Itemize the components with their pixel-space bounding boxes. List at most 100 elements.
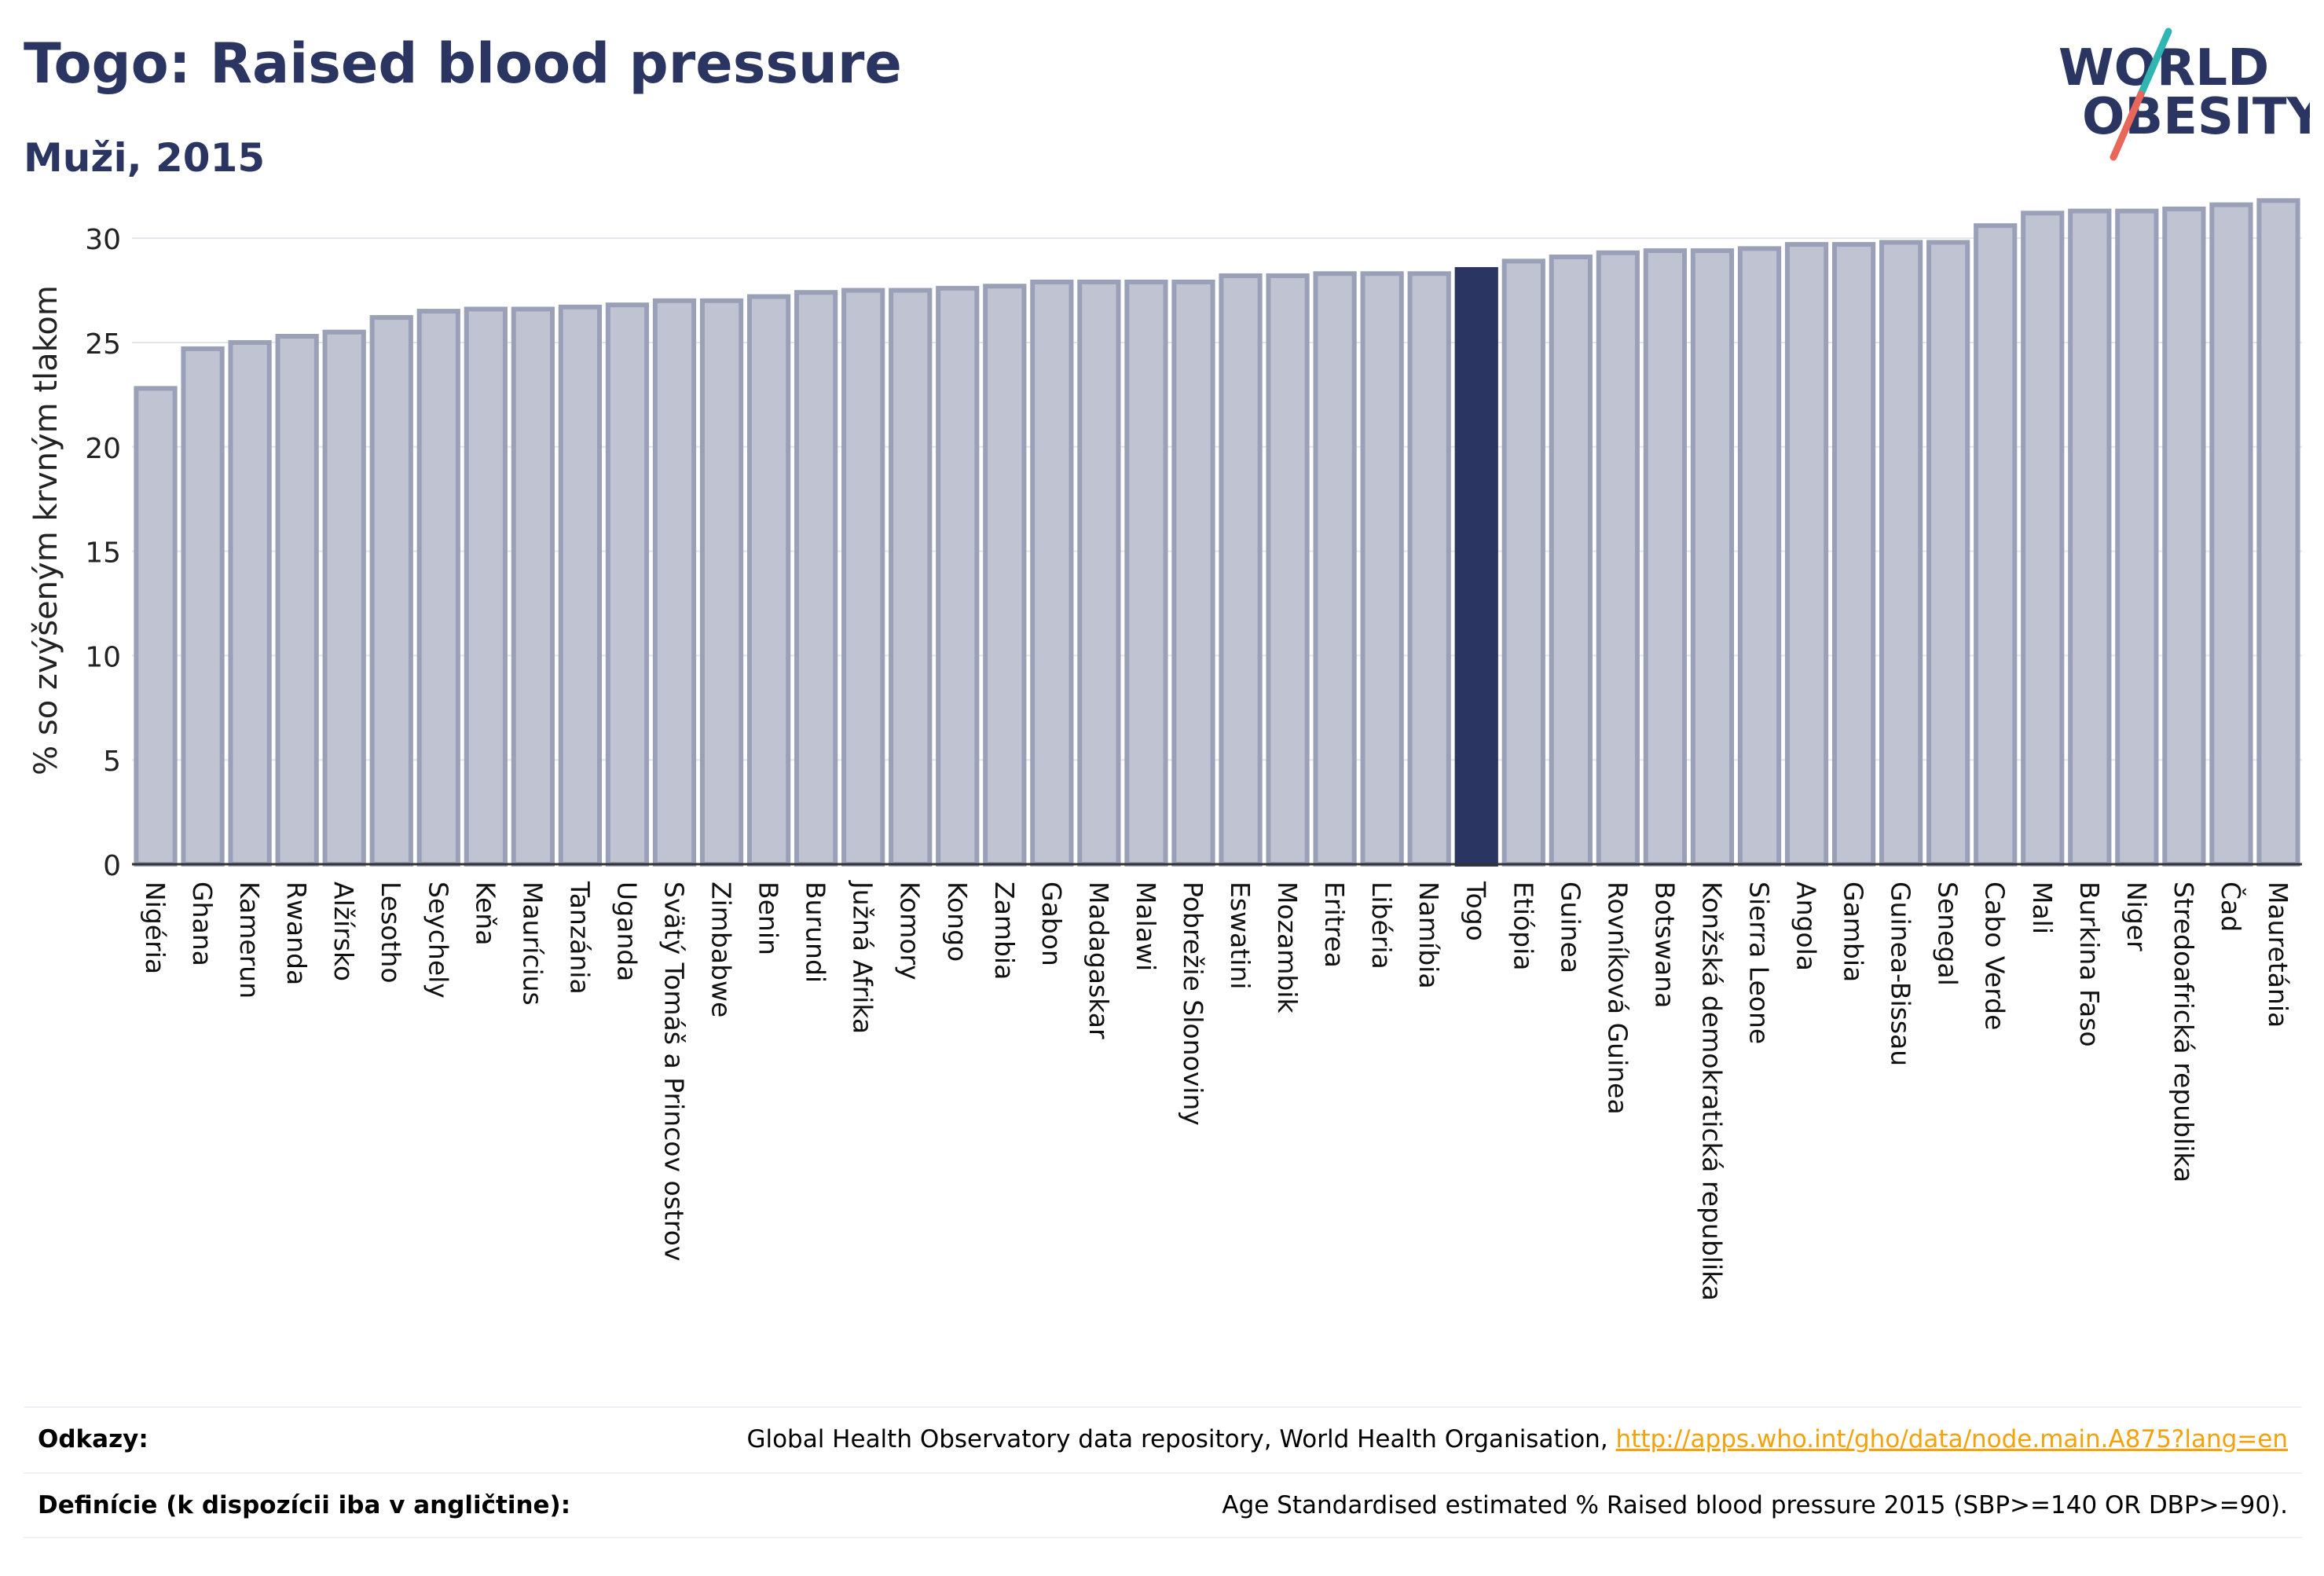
x-tick-label: Libéria bbox=[1366, 881, 1397, 969]
x-tick-label: Cabo Verde bbox=[1980, 881, 2011, 1030]
x-tick-label: Seychely bbox=[423, 881, 453, 999]
bar-highlight bbox=[1454, 266, 1498, 867]
bar bbox=[746, 294, 791, 867]
references-link[interactable]: http://apps.who.int/gho/data/node.main.A… bbox=[1615, 1425, 2288, 1453]
y-tick-label: 0 bbox=[103, 850, 121, 882]
y-tick-label: 25 bbox=[85, 328, 121, 361]
bar bbox=[1124, 279, 1168, 867]
x-tick-label: Komory bbox=[895, 881, 926, 980]
x-tick-label: Južná Afrika bbox=[848, 880, 878, 1034]
x-tick-label: Namíbia bbox=[1413, 881, 1444, 989]
bar bbox=[134, 386, 178, 867]
bar bbox=[652, 298, 697, 867]
y-axis-ticks: 0 5 10 15 20 25 30 bbox=[85, 224, 121, 882]
bar bbox=[181, 346, 225, 867]
bars bbox=[134, 198, 2300, 867]
x-tick-label: Botswana bbox=[1649, 881, 1680, 1008]
references-label: Odkazy: bbox=[38, 1425, 148, 1453]
bar-chart: 0 5 10 15 20 25 30 Nigéria Ghana Kamerun Rwanda Al… bbox=[28, 198, 2302, 1301]
x-tick-label: Eswatini bbox=[1225, 881, 1255, 989]
references-row: Odkazy: Global Health Observatory data r… bbox=[24, 1406, 2302, 1471]
x-tick-label: Mali bbox=[2027, 881, 2058, 934]
x-tick-label: Sierra Leone bbox=[1744, 881, 1775, 1044]
x-tick-label: Togo bbox=[1461, 881, 1491, 941]
bar bbox=[1171, 279, 1215, 867]
bar bbox=[2209, 202, 2253, 867]
bar bbox=[2115, 208, 2159, 867]
x-tick-label: Burundi bbox=[801, 881, 831, 983]
x-tick-label: Benin bbox=[753, 881, 784, 955]
y-tick-label: 30 bbox=[85, 224, 121, 256]
bar bbox=[1501, 258, 1545, 867]
x-tick-label: Svätý Tomáš a Princov ostrov bbox=[659, 881, 690, 1261]
x-tick-label: Gabon bbox=[1036, 881, 1067, 966]
x-tick-label: Keňa bbox=[470, 881, 500, 945]
bar bbox=[1831, 242, 1876, 867]
x-axis-ticks: Nigéria Ghana Kamerun Rwanda Alžírsko Lesotho… bbox=[140, 880, 2293, 1301]
x-tick-label: Malawi bbox=[1131, 881, 1161, 971]
bar bbox=[322, 329, 366, 867]
bar bbox=[369, 315, 413, 867]
bar bbox=[1974, 223, 2018, 867]
x-tick-label: Guinea-Bissau bbox=[1886, 881, 1916, 1066]
y-axis-label: % so zvýšeným krvným tlakom bbox=[28, 285, 64, 775]
definitions-label: Definície (k dispozícii iba v angličtine… bbox=[38, 1491, 571, 1519]
bar bbox=[416, 309, 460, 867]
bar bbox=[511, 306, 555, 867]
bar bbox=[2021, 211, 2065, 867]
x-tick-label: Lesotho bbox=[376, 881, 406, 984]
x-tick-label: Rovníková Guinea bbox=[1602, 881, 1633, 1115]
x-tick-label: Čad bbox=[2216, 881, 2247, 932]
x-tick-label: Nigéria bbox=[140, 881, 170, 974]
x-tick-label: Gambia bbox=[1838, 881, 1869, 982]
y-tick-label: 15 bbox=[85, 537, 121, 570]
bar bbox=[228, 339, 272, 867]
references-text: Global Health Observatory data repositor… bbox=[746, 1425, 1616, 1453]
y-tick-label: 5 bbox=[103, 746, 121, 778]
x-tick-label: Angola bbox=[1791, 881, 1822, 971]
chart-subtitle: Muži, 2015 bbox=[24, 135, 266, 181]
x-tick-label: Eritrea bbox=[1319, 881, 1350, 968]
bar bbox=[1879, 240, 1923, 867]
x-tick-label: Uganda bbox=[611, 881, 642, 981]
x-tick-label: Zambia bbox=[989, 881, 1020, 980]
bar bbox=[1926, 240, 1970, 867]
x-tick-label: Niger bbox=[2121, 881, 2152, 951]
bar bbox=[1219, 273, 1263, 867]
x-tick-label: Guinea bbox=[1555, 881, 1585, 973]
x-tick-label: Madagaskar bbox=[1083, 881, 1114, 1039]
bar bbox=[889, 288, 933, 867]
bar bbox=[1360, 271, 1404, 867]
definitions-row: Definície (k dispozícii iba v angličtine… bbox=[24, 1472, 2302, 1537]
bar bbox=[1549, 255, 1593, 867]
bar bbox=[1643, 248, 1688, 867]
bar bbox=[1784, 242, 1829, 867]
bar bbox=[1407, 271, 1451, 867]
bar bbox=[1077, 279, 1121, 867]
x-tick-label: Ghana bbox=[187, 881, 218, 966]
chart-title: Togo: Raised blood pressure bbox=[24, 31, 902, 96]
bar bbox=[1737, 246, 1782, 867]
bar bbox=[2162, 206, 2206, 867]
x-tick-label: Zimbabwe bbox=[706, 881, 737, 1017]
y-tick-label: 20 bbox=[85, 433, 121, 465]
world-obesity-logo: WORLD OBESITY bbox=[2058, 27, 2310, 161]
bar bbox=[1596, 250, 1640, 867]
bar bbox=[1030, 279, 1074, 867]
bar bbox=[2256, 198, 2300, 867]
x-tick-label: Pobrežie Slonoviny bbox=[1178, 881, 1208, 1126]
x-tick-label: Rwanda bbox=[281, 881, 312, 985]
x-tick-label: Maurícius bbox=[517, 881, 548, 1006]
bar bbox=[464, 306, 508, 867]
x-tick-label: Stredoafrická republika bbox=[2168, 881, 2199, 1182]
references-value: Global Health Observatory data repositor… bbox=[746, 1425, 2288, 1453]
bar bbox=[558, 304, 603, 867]
x-tick-label: Mauretánia bbox=[2263, 881, 2293, 1028]
bar bbox=[1690, 248, 1735, 867]
bar bbox=[2068, 208, 2112, 867]
bar bbox=[794, 290, 838, 867]
bar bbox=[1313, 271, 1357, 867]
bar bbox=[936, 285, 980, 867]
x-tick-label: Mozambik bbox=[1272, 881, 1303, 1013]
logo-slash-coral bbox=[2110, 90, 2145, 161]
